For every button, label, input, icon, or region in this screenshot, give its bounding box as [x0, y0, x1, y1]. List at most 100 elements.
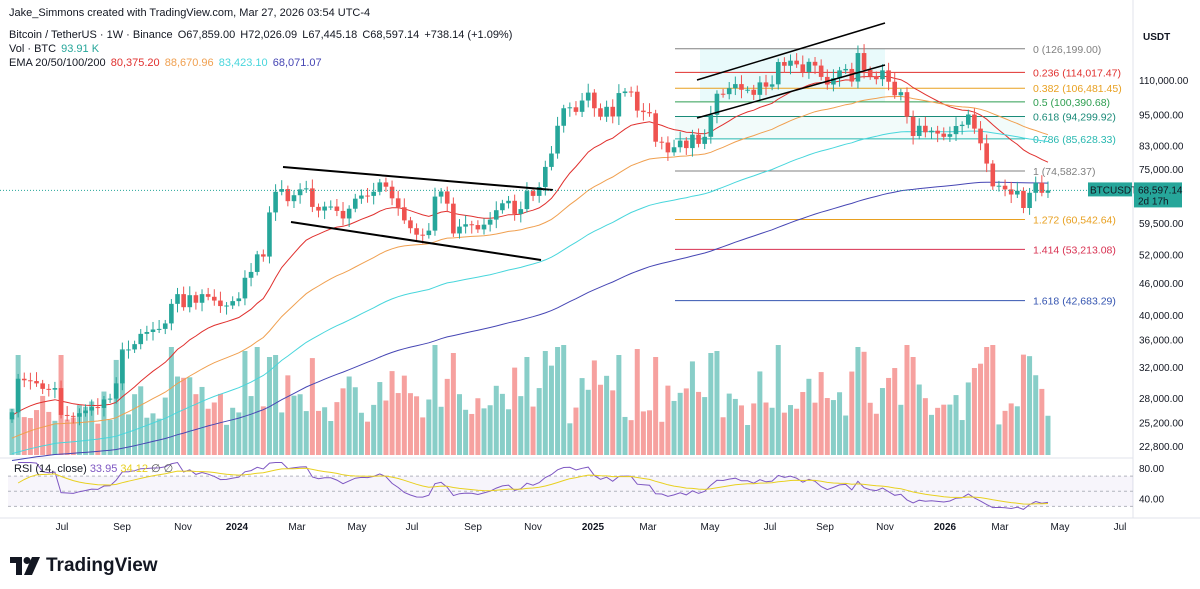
candle: [52, 381, 58, 399]
candle: [132, 340, 137, 353]
ohlc-change: +738.14 (+1.09%): [424, 29, 513, 41]
candle-body: [555, 125, 560, 154]
candle-body: [408, 220, 413, 229]
volume-bar: [702, 397, 708, 455]
candle: [812, 57, 818, 75]
volume-bar: [634, 349, 640, 455]
volume-bar: [469, 413, 475, 455]
candle: [634, 85, 640, 118]
ohlc-high: H72,026.09: [240, 29, 298, 41]
candle-body: [892, 81, 898, 96]
fib-level-label: 1 (74,582.37): [1033, 166, 1095, 178]
candle-body: [230, 301, 235, 306]
last-price-label: 68,597.14: [1138, 185, 1183, 196]
volume-bar: [1002, 410, 1008, 455]
candle: [751, 84, 757, 101]
volume-bar: [548, 365, 554, 455]
candle: [156, 320, 162, 334]
volume-bar: [585, 389, 591, 455]
candle-body: [273, 191, 278, 213]
candle-body: [610, 106, 616, 117]
candle: [71, 412, 76, 424]
candle-body: [708, 114, 714, 137]
candle-body: [132, 344, 137, 350]
candle: [371, 182, 376, 205]
candle-body: [641, 110, 646, 113]
candle: [193, 291, 199, 310]
candle-body: [352, 198, 358, 209]
fib-level-label: 0 (126,199.00): [1033, 44, 1101, 56]
candle: [947, 126, 953, 142]
candle-body: [941, 133, 947, 137]
volume-bar: [837, 392, 843, 455]
candle-body: [77, 413, 82, 417]
candle-body: [156, 328, 162, 330]
volume-bar: [144, 417, 150, 455]
candle: [1008, 181, 1014, 204]
volume-bar: [855, 347, 861, 455]
candle-body: [267, 212, 272, 257]
volume-bar: [683, 388, 689, 455]
candle-body: [849, 68, 855, 82]
volume-bar: [138, 386, 144, 455]
candle-body: [818, 65, 824, 77]
candle-body: [297, 189, 303, 196]
candle: [261, 249, 266, 262]
candle: [316, 203, 321, 218]
tradingview-logo[interactable]: TradingView: [10, 555, 158, 577]
volume-bar: [40, 395, 46, 455]
candle: [113, 377, 119, 404]
candle-body: [659, 141, 665, 143]
candle-body: [383, 182, 389, 187]
candle: [432, 187, 438, 236]
candle: [818, 59, 824, 81]
volume-bar: [536, 388, 542, 455]
candle: [757, 76, 763, 102]
candle: [414, 223, 419, 242]
candle: [800, 55, 806, 78]
volume-bar: [591, 360, 597, 455]
volume-bar: [506, 409, 512, 455]
candle: [481, 218, 487, 235]
candle-body: [935, 130, 940, 134]
price-tick-label: 36,000.00: [1139, 336, 1184, 347]
candle-body: [898, 92, 904, 96]
candle: [377, 178, 383, 196]
rsi-tick-label: 80.00: [1139, 464, 1164, 475]
volume-bar: [340, 388, 346, 455]
time-tick-label: Mar: [288, 522, 306, 533]
volume-bar: [904, 345, 910, 455]
candle: [965, 109, 971, 129]
candle: [806, 58, 812, 79]
volume-bar: [27, 418, 33, 455]
price-tick-label: 59,500.00: [1139, 219, 1184, 230]
volume-bar: [181, 377, 187, 455]
candle: [874, 71, 879, 85]
volume-bar: [168, 347, 174, 455]
candle: [199, 289, 205, 312]
volume-bar: [414, 396, 420, 455]
candle-body: [169, 303, 174, 324]
volume-bar: [83, 406, 89, 455]
ema100-value: 83,423.10: [218, 57, 268, 69]
volume-bar: [867, 402, 873, 455]
candle-body: [543, 166, 548, 188]
candle: [334, 198, 340, 217]
candle-body: [340, 210, 346, 219]
candle-body: [144, 331, 150, 334]
candle: [181, 286, 186, 311]
candle-body: [1021, 190, 1026, 208]
volume-bar: [132, 394, 138, 455]
volume-bar: [205, 408, 211, 455]
candle: [714, 90, 720, 124]
trendline-upper: [282, 166, 554, 191]
candle: [107, 393, 113, 403]
volume-bar: [119, 349, 125, 455]
candle-body: [782, 62, 787, 66]
volume-bar: [420, 417, 426, 455]
volume-bar: [432, 345, 438, 455]
fib-level-label: 1.618 (42,683.29): [1033, 296, 1116, 308]
candle-body: [831, 78, 836, 85]
rsi-value: 33.95: [89, 463, 118, 475]
